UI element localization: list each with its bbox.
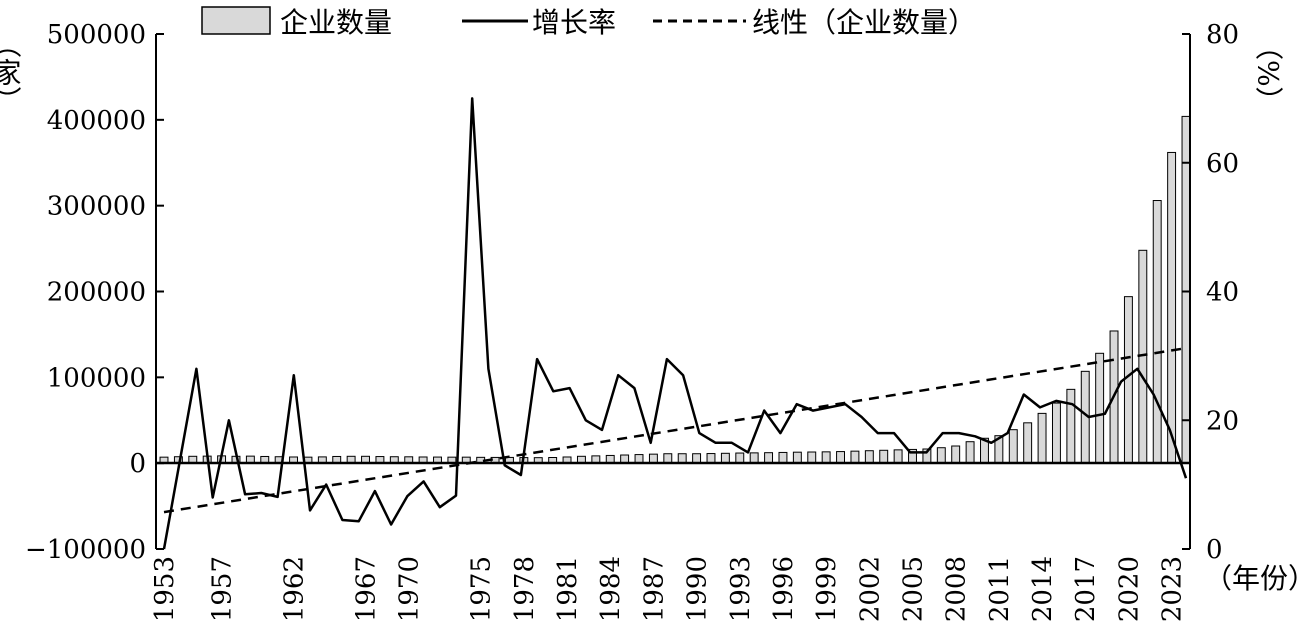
bar-2018 — [1095, 352, 1105, 464]
y-right-tick-label: 0 — [1206, 535, 1223, 565]
bar-2002 — [864, 450, 874, 464]
y-left-tick-label: −100000 — [25, 535, 146, 565]
x-tick-label: 1987 — [639, 556, 669, 622]
growth-rate-line — [162, 97, 1188, 550]
y-left-tick-label: 300000 — [47, 192, 146, 222]
legend-label-trend: 线性（企业数量） — [752, 6, 976, 39]
x-tick-label: 1996 — [769, 556, 799, 622]
x-tick-label: 1967 — [352, 556, 382, 622]
x-tick-label: 1962 — [280, 556, 310, 622]
x-tick-label: 1981 — [553, 556, 583, 622]
x-tick-label: 2011 — [985, 556, 1015, 622]
y-right-tick-label: 80 — [1206, 20, 1239, 50]
bar-2007 — [936, 447, 946, 464]
bar-2000 — [836, 451, 846, 464]
legend: 企业数量 增长率 线性（企业数量） — [201, 6, 976, 39]
bar-2014 — [1037, 412, 1047, 464]
bar-1994 — [749, 452, 759, 464]
x-tick-label: 1993 — [726, 556, 756, 622]
y-left-tick-label: 100000 — [47, 363, 146, 393]
bar-2016 — [1066, 388, 1076, 464]
bar-2012 — [1008, 429, 1018, 464]
bar-2023 — [1167, 151, 1177, 464]
bar-1999 — [821, 451, 831, 464]
bar-2013 — [1023, 422, 1033, 464]
bar-2003 — [879, 449, 889, 464]
bar-2004 — [893, 449, 903, 464]
y-left-tick-label: 200000 — [47, 278, 146, 308]
bar-1991 — [706, 453, 716, 464]
bar-series — [159, 115, 1191, 464]
legend-label-growth: 增长率 — [532, 6, 616, 39]
trend-line — [163, 346, 1187, 514]
bar-2009 — [965, 441, 975, 464]
x-tick-label: 1999 — [812, 556, 842, 622]
x-tick-label: 2008 — [942, 556, 972, 622]
x-tick-label: 2014 — [1028, 556, 1058, 622]
y-right-unit: （%） — [1252, 32, 1285, 115]
x-tick-label: 1984 — [596, 556, 626, 622]
x-tick-label: 1978 — [510, 556, 540, 622]
x-tick-label: 1957 — [208, 556, 238, 622]
x-tick-label: 1990 — [683, 556, 713, 622]
x-tick-label: 1975 — [467, 556, 497, 622]
bar-2015 — [1051, 402, 1061, 464]
y-left-tick-label: 0 — [129, 449, 146, 479]
x-unit: （年份） — [1204, 562, 1314, 595]
bar-2020 — [1123, 296, 1133, 464]
bar-1997 — [792, 451, 802, 464]
bar-1995 — [764, 452, 774, 464]
x-tick-label: 2005 — [899, 556, 929, 622]
x-tick-label: 1970 — [395, 556, 425, 622]
legend-label-count: 企业数量 — [280, 6, 392, 39]
bar-1996 — [778, 451, 788, 464]
x-tick-label: 2020 — [1114, 556, 1144, 622]
x-ticks: 1953 1957 1962 1967 1970 1975 1978 1981 1984 1987… — [150, 556, 1188, 622]
bar-2008 — [951, 445, 961, 464]
y-left-tick-label: 400000 — [47, 106, 146, 136]
y-right-tick-label: 20 — [1206, 406, 1239, 436]
x-tick-label: 1953 — [150, 556, 180, 622]
y-right-ticks: 80 60 40 20 0 — [1182, 20, 1239, 565]
x-tick-label: 2002 — [855, 556, 885, 622]
x-tick-label: 2023 — [1158, 556, 1188, 622]
x-tick-label: 2017 — [1071, 556, 1101, 622]
y-left-unit: （家） — [0, 30, 23, 114]
bar-2022 — [1152, 200, 1162, 464]
y-right-tick-label: 60 — [1206, 149, 1239, 179]
bar-2001 — [850, 450, 860, 464]
bar-1992 — [720, 452, 730, 464]
legend-bar-swatch — [201, 6, 271, 35]
bar-1993 — [735, 452, 745, 464]
y-left-tick-label: 500000 — [47, 20, 146, 50]
bar-1998 — [807, 451, 817, 464]
y-right-tick-label: 40 — [1206, 278, 1239, 308]
bar-2024 — [1181, 115, 1191, 464]
y-left-ticks: 500000 400000 300000 200000 100000 0 −100000 — [25, 20, 164, 565]
